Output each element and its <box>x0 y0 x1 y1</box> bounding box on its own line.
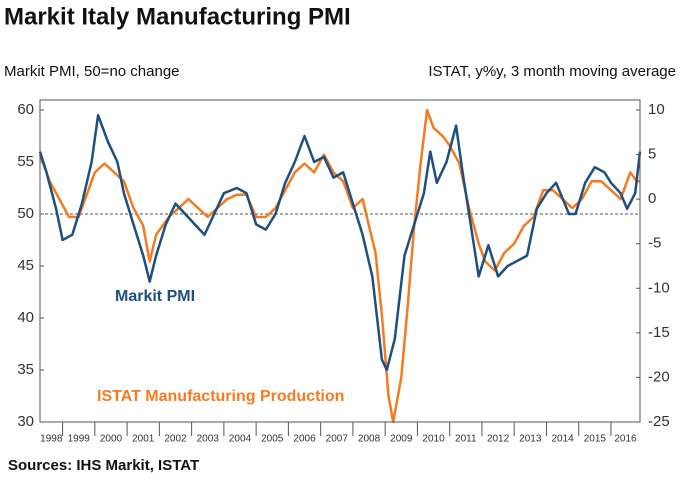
y2-tick-label: 0 <box>648 190 656 207</box>
x-tick-label: 2008 <box>358 434 381 445</box>
x-tick-label: 2009 <box>390 434 413 445</box>
series-label: ISTAT Manufacturing Production <box>97 388 344 405</box>
series-line <box>38 108 640 424</box>
y-tick-label: 40 <box>17 309 34 326</box>
x-tick-label: 2000 <box>100 434 123 445</box>
x-tick-label: 2004 <box>229 434 252 445</box>
y2-tick-label: -5 <box>648 235 661 252</box>
x-tick-label: 2007 <box>326 434 349 445</box>
y2-axis-label: ISTAT, y%y, 3 month moving average <box>428 63 676 80</box>
x-tick-label: 2011 <box>455 434 477 445</box>
y-axis-label: Markit PMI, 50=no change <box>4 63 180 80</box>
y2-tick-label: 10 <box>648 101 665 118</box>
x-tick-label: 2016 <box>614 434 637 445</box>
x-tick-label: 2002 <box>164 434 187 445</box>
x-tick-label: 2013 <box>519 434 542 445</box>
y-tick-label: 30 <box>17 413 34 430</box>
chart-title: Markit Italy Manufacturing PMI <box>4 3 351 30</box>
x-tick-label: 2003 <box>197 434 220 445</box>
x-tick-label: 2005 <box>261 434 284 445</box>
y-tick-label: 35 <box>17 361 34 378</box>
y-tick-label: 45 <box>17 257 34 274</box>
x-tick-label: 2006 <box>293 434 316 445</box>
x-tick-label: 1999 <box>68 434 91 445</box>
x-tick-label: 2015 <box>584 434 607 445</box>
y2-tick-label: -15 <box>648 324 670 341</box>
y2-tick-label: 5 <box>648 146 656 163</box>
y-tick-label: 50 <box>17 205 34 222</box>
x-tick-label: 1998 <box>40 434 63 445</box>
y2-tick-label: -25 <box>648 413 670 430</box>
y2-tick-label: -20 <box>648 368 670 385</box>
x-tick-label: 2012 <box>487 434 510 445</box>
series-label: Markit PMI <box>115 288 195 305</box>
y-tick-label: 60 <box>17 101 34 118</box>
series-line <box>38 113 642 372</box>
plot-frame <box>39 99 641 423</box>
x-tick-label: 2001 <box>132 434 155 445</box>
source: Sources: IHS Markit, ISTAT <box>8 457 199 474</box>
x-tick-label: 2014 <box>551 434 574 445</box>
y2-tick-label: -10 <box>648 279 670 296</box>
x-tick-label: 2010 <box>422 434 445 445</box>
y-tick-label: 55 <box>17 153 34 170</box>
